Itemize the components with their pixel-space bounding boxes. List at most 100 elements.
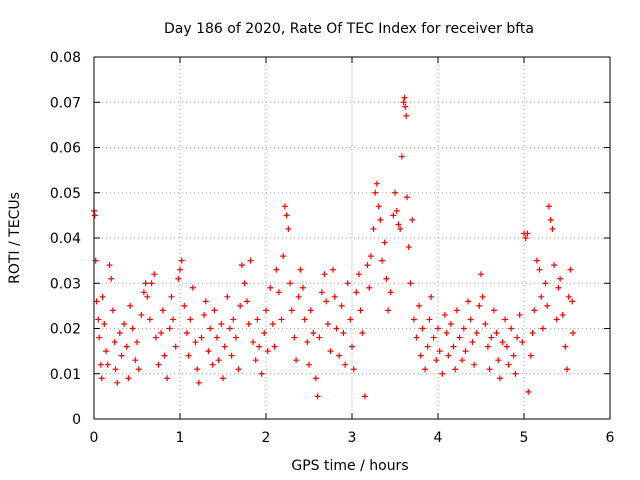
data-point	[559, 311, 566, 318]
data-point	[91, 212, 98, 219]
data-point	[135, 366, 142, 373]
data-point	[314, 393, 321, 400]
data-point	[181, 302, 188, 309]
data-point	[323, 298, 330, 305]
data-point	[331, 293, 338, 300]
data-point	[393, 207, 400, 214]
data-point	[398, 153, 405, 160]
data-point	[404, 194, 411, 201]
data-point	[338, 302, 345, 309]
y-tick-label: 0	[72, 412, 81, 428]
data-point	[557, 275, 564, 282]
data-point	[291, 334, 298, 341]
data-point	[350, 366, 357, 373]
data-point	[211, 307, 218, 314]
data-point	[250, 339, 257, 346]
data-point	[377, 216, 384, 223]
data-point	[264, 348, 271, 355]
data-point	[379, 257, 386, 264]
data-point	[198, 334, 205, 341]
data-point	[478, 271, 484, 278]
data-point	[462, 348, 469, 355]
data-point	[121, 320, 128, 327]
data-point	[138, 311, 145, 318]
data-point	[476, 302, 483, 309]
data-point	[508, 325, 515, 332]
data-point	[134, 339, 140, 346]
data-point	[97, 361, 104, 368]
data-point	[261, 330, 268, 337]
x-tick-label: 3	[348, 430, 357, 446]
data-point	[542, 280, 549, 287]
data-point	[565, 293, 572, 300]
y-tick-label: 0.07	[50, 95, 81, 111]
chart-title: Day 186 of 2020, Rate Of TEC Index for r…	[164, 21, 534, 37]
data-point	[564, 366, 570, 373]
data-point	[395, 221, 402, 228]
data-point	[299, 284, 306, 291]
data-point	[467, 316, 474, 323]
y-tick-label: 0.04	[50, 231, 81, 247]
data-point	[93, 298, 100, 305]
data-point	[327, 348, 334, 355]
data-point	[238, 262, 245, 269]
data-point	[450, 343, 457, 350]
data-point	[383, 275, 390, 282]
data-point	[336, 352, 343, 359]
data-point	[551, 262, 558, 269]
data-point	[441, 311, 448, 318]
data-point	[228, 352, 235, 359]
data-point	[536, 266, 543, 273]
data-point	[108, 275, 115, 282]
y-axis-label: ROTI / TECUs	[7, 192, 23, 284]
data-point	[390, 212, 397, 219]
data-point	[312, 375, 319, 382]
data-point	[410, 316, 417, 323]
data-point	[201, 311, 208, 318]
data-point	[281, 203, 288, 210]
data-point	[553, 316, 560, 323]
data-point	[318, 289, 325, 296]
y-tick-label: 0.01	[50, 367, 81, 383]
y-tick-label: 0.05	[50, 186, 81, 202]
data-point	[232, 334, 239, 341]
data-point	[533, 257, 540, 264]
data-point	[194, 366, 201, 373]
data-point	[183, 330, 190, 337]
data-point	[452, 366, 459, 373]
data-point	[132, 357, 139, 364]
data-point	[241, 280, 248, 287]
data-point	[524, 230, 531, 237]
x-tick-label: 4	[434, 430, 443, 446]
data-point	[254, 316, 261, 323]
data-point	[479, 293, 486, 300]
data-point	[490, 307, 497, 314]
data-point	[220, 375, 226, 382]
data-point	[235, 366, 242, 373]
data-point	[226, 325, 233, 332]
data-point	[465, 298, 472, 305]
data-point	[267, 284, 274, 291]
data-point	[245, 320, 252, 327]
data-point	[342, 361, 349, 368]
data-point	[484, 343, 491, 350]
data-point	[125, 375, 132, 382]
data-point	[310, 330, 317, 337]
data-point	[148, 280, 155, 287]
data-point	[118, 352, 125, 359]
data-point	[428, 293, 435, 300]
data-point	[172, 343, 179, 350]
data-point	[355, 271, 362, 278]
data-point	[177, 266, 183, 273]
x-axis-label: GPS time / hours	[291, 458, 408, 474]
data-point	[436, 348, 443, 355]
data-point	[283, 212, 290, 219]
data-point	[307, 307, 314, 314]
data-point	[562, 343, 569, 350]
data-point	[402, 103, 409, 110]
data-point	[413, 334, 420, 341]
data-point	[215, 357, 222, 364]
data-point	[453, 307, 460, 314]
data-point	[192, 339, 199, 346]
data-point	[539, 325, 546, 332]
